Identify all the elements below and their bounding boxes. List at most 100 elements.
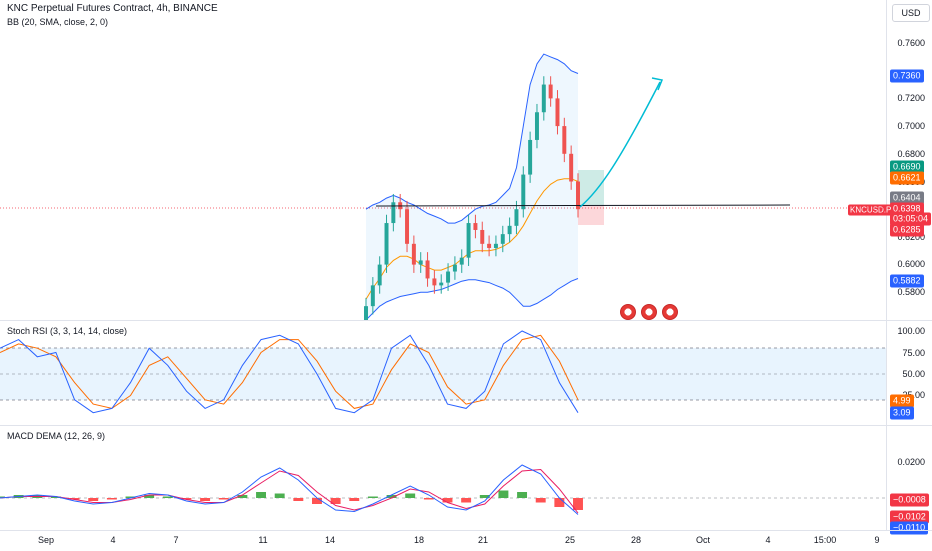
stoch-tick: 100.00	[897, 326, 925, 336]
candle-body	[548, 84, 553, 99]
symbol-tag: KNCUSD.P	[848, 204, 894, 216]
candle-body	[384, 223, 389, 265]
macd-histogram-bar	[144, 495, 155, 498]
stoch-tick: 50.00	[902, 369, 925, 379]
candle-body	[534, 112, 539, 140]
neckline	[375, 204, 791, 207]
candle-body	[487, 243, 492, 248]
bb-indicator-label[interactable]: BB (20, SMA, close, 2, 0)	[5, 17, 111, 27]
candle-body	[514, 209, 519, 226]
bb-upper-line	[365, 53, 579, 224]
time-tick: 11	[258, 535, 268, 545]
macd-line-tag: −0.0102	[890, 510, 929, 524]
macd-histogram-bar	[181, 498, 192, 500]
candle-body	[391, 202, 396, 224]
macd-chart[interactable]	[0, 426, 886, 530]
macd-histogram-bar	[237, 495, 248, 498]
target-zone	[578, 170, 604, 205]
candle-body	[555, 98, 560, 127]
bb-basis-tag: 0.6621	[890, 171, 924, 185]
macd-label[interactable]: MACD DEMA (12, 26, 9)	[5, 431, 108, 441]
candle-body	[541, 84, 546, 113]
macd-histogram-bar	[573, 498, 583, 510]
candle-body	[377, 264, 382, 286]
macd-histogram-bar	[218, 498, 229, 500]
macd-histogram-bar	[442, 498, 453, 503]
stoch-d-tag: 4.99	[890, 394, 914, 408]
pane-divider[interactable]	[0, 425, 932, 426]
candle-body	[459, 257, 464, 265]
stop-tag: 0.6285	[890, 223, 924, 237]
candle-body	[439, 282, 444, 286]
time-tick: Oct	[695, 535, 711, 545]
stoch-tick: 25.00	[902, 390, 925, 400]
bb-basis-line	[365, 178, 579, 300]
stoch-k-tag: 3.09	[890, 406, 914, 420]
macd-histogram-bar	[479, 495, 490, 498]
macd-hist-tag: −0.0008	[890, 493, 929, 507]
price-tick: 0.6800	[897, 149, 925, 159]
candle-body	[473, 223, 478, 230]
time-tick: Sep	[37, 535, 55, 545]
stoch-scale[interactable]: 100.00 75.00 50.00 25.00	[886, 321, 932, 425]
time-tick: 7	[173, 535, 179, 545]
candle-body	[405, 209, 410, 244]
macd-histogram-bar	[423, 498, 434, 500]
last-price-tag: 0.6398	[890, 202, 924, 216]
macd-histogram-bar	[88, 498, 99, 501]
candle-body	[411, 243, 416, 265]
stop-zone	[578, 205, 604, 225]
macd-scale[interactable]: 0.0200	[886, 426, 932, 530]
time-tick: 4	[765, 535, 771, 545]
countdown-tag: 03:05:04	[890, 212, 932, 226]
projection-arrow	[579, 81, 661, 208]
price-tick: 0.7000	[897, 121, 925, 131]
macd-histogram-bar	[69, 498, 80, 500]
time-axis[interactable]: Sep 4 7 11 14 18 21 25 28 Oct 4 15:00 9	[0, 530, 932, 551]
candle-body	[569, 153, 574, 182]
level-tag: 0.6404	[890, 191, 924, 205]
candle-body	[364, 306, 368, 320]
us-flag-event-icon[interactable]	[662, 304, 678, 320]
bb-lower-line	[365, 278, 579, 320]
candle-body	[480, 229, 485, 244]
macd-line	[0, 464, 579, 515]
candle-body	[432, 278, 437, 286]
macd-histogram-bar	[106, 498, 117, 500]
arrow-head-icon	[651, 77, 664, 91]
price-tick: 0.5800	[897, 287, 925, 297]
macd-histogram-bar	[125, 496, 136, 498]
macd-histogram-bar	[330, 498, 341, 504]
macd-histogram-bar	[554, 498, 565, 507]
time-tick: 18	[413, 535, 425, 545]
candle-body	[418, 260, 423, 265]
macd-histogram-bar	[50, 496, 61, 498]
us-flag-event-icon[interactable]	[620, 304, 636, 320]
chart-title: KNC Perpetual Futures Contract, 4h, BINA…	[5, 3, 220, 14]
macd-signal-line	[0, 468, 579, 514]
us-flag-event-icon[interactable]	[641, 304, 657, 320]
stoch-rsi-label[interactable]: Stoch RSI (3, 3, 14, 14, close)	[5, 326, 130, 336]
macd-histogram-bar	[162, 496, 173, 498]
candle-body	[507, 225, 512, 235]
stoch-rsi-chart[interactable]	[0, 321, 886, 425]
candle-body	[528, 139, 533, 175]
macd-histogram-bar	[367, 496, 378, 498]
time-tick: 4	[110, 535, 116, 545]
candle-body	[493, 243, 498, 248]
macd-histogram-bar	[405, 493, 416, 498]
time-tick: 9	[874, 535, 880, 545]
macd-histogram-bar	[498, 490, 509, 498]
price-chart[interactable]	[0, 0, 886, 320]
bb-lower-tag: 0.5882	[890, 274, 924, 288]
macd-histogram-bar	[535, 498, 546, 503]
target-tag: 0.6690	[890, 160, 924, 174]
pane-divider[interactable]	[0, 320, 932, 321]
macd-signal-tag: −0.0110	[890, 521, 929, 535]
macd-histogram-bar	[312, 498, 322, 504]
candle-body	[466, 223, 471, 258]
currency-button[interactable]: USD	[892, 4, 930, 22]
price-tick: 0.7600	[897, 38, 925, 48]
candle-body	[562, 126, 567, 154]
time-tick: 21	[477, 535, 489, 545]
